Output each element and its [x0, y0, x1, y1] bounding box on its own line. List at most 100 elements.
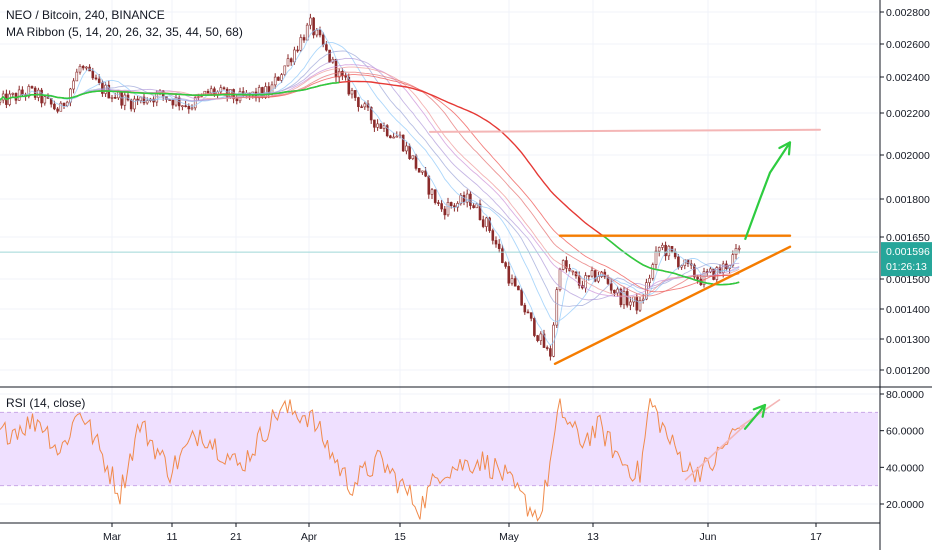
candle-body [206, 90, 210, 94]
candle-body [203, 90, 207, 96]
candle-body [577, 275, 581, 286]
candle-body [91, 70, 95, 79]
candle-body [453, 205, 456, 208]
rsi-arrow[interactable] [743, 403, 767, 430]
candle-body [651, 264, 655, 279]
candle-body [385, 125, 389, 137]
candle-body [219, 87, 223, 93]
rsi-tick-label: 20.0000 [886, 499, 924, 511]
candle-body [491, 230, 495, 241]
candle-body [392, 136, 395, 139]
price-badge-countdown: 01:26:13 [886, 261, 927, 273]
candle-body [389, 135, 392, 139]
candle-body [446, 202, 450, 216]
candle-body [299, 37, 303, 51]
rsi-band [0, 412, 878, 486]
rsi-legend[interactable]: RSI (14, close) [6, 396, 86, 410]
candle-body [635, 296, 639, 311]
candle-body [43, 96, 47, 104]
candle-body [430, 189, 434, 195]
time-tick-label: Apr [301, 531, 318, 543]
candle-body [8, 93, 11, 105]
candle-body [433, 189, 437, 203]
candle-body [734, 248, 738, 255]
candle-body [97, 78, 101, 83]
price-tick-label: 0.001650 [886, 232, 930, 244]
candle-body [533, 318, 536, 336]
candle-body [593, 270, 597, 282]
price-tick-label: 0.002400 [886, 72, 930, 84]
candle-body [622, 291, 626, 306]
time-tick-label: Mar [103, 531, 122, 543]
annotation-layer[interactable] [0, 128, 878, 365]
candle-body [702, 271, 706, 286]
projection-path[interactable] [743, 172, 772, 241]
candle-body [193, 97, 197, 109]
candle-body [21, 89, 24, 95]
candle-body [315, 29, 319, 36]
price-tick-label: 0.001200 [886, 365, 930, 377]
candle-body [347, 76, 351, 95]
candle-body [590, 270, 594, 277]
candle-body [187, 105, 191, 110]
ma-ribbon-legend[interactable]: MA Ribbon (5, 14, 20, 26, 32, 35, 44, 50… [6, 25, 243, 39]
candle-body [641, 298, 645, 301]
candle-body [462, 195, 466, 203]
candle-body [353, 90, 357, 98]
price-tick-label: 0.001400 [886, 304, 930, 316]
target-line[interactable] [429, 128, 821, 133]
candle-body [504, 262, 507, 267]
price-badge[interactable] [881, 242, 932, 277]
candle-body [123, 94, 127, 106]
ma-ribbon-line-5 [0, 28, 740, 347]
candle-body [501, 248, 504, 263]
candle-body [120, 91, 123, 106]
candle-body [81, 66, 85, 69]
candle-body [75, 71, 79, 82]
rsi-tick-label: 60.0000 [886, 426, 924, 438]
candle-body [443, 208, 447, 216]
projection-arrow[interactable] [768, 141, 792, 174]
candle-body [667, 245, 671, 257]
candle-body [171, 99, 175, 106]
candle-body [488, 217, 491, 231]
candle-body [30, 86, 34, 89]
candle-body [373, 119, 376, 128]
price-tick-label: 0.002000 [886, 150, 930, 162]
rsi-support-line[interactable] [684, 424, 746, 481]
candle-body [283, 65, 287, 75]
candle-body [325, 44, 328, 51]
price-tick-label: 0.002600 [886, 39, 930, 51]
rsi-pink-line[interactable] [739, 398, 781, 428]
candle-body [696, 276, 699, 280]
ma-ribbon-green-segment-1 [0, 81, 340, 101]
candle-body [565, 260, 568, 269]
candle-body [238, 91, 242, 102]
candle-body [613, 289, 616, 294]
rsi-line [0, 398, 741, 522]
price-tick-label: 0.002200 [886, 108, 930, 120]
candle-body [126, 94, 130, 101]
candle-body [485, 217, 488, 227]
symbol-legend[interactable]: NEO / Bitcoin, 240, BINANCE [6, 8, 165, 22]
candle-body [53, 103, 56, 110]
candle-body [27, 86, 31, 97]
candle-body [369, 107, 373, 121]
rsi-arrow-head[interactable] [752, 403, 767, 418]
candle-body [481, 219, 485, 227]
support-trendline[interactable] [553, 245, 792, 365]
candle-body [609, 283, 613, 291]
candle-body [629, 301, 632, 306]
candle-body [181, 105, 184, 108]
projection-arrow-head[interactable] [778, 141, 792, 156]
candle-body [555, 289, 559, 326]
candle-body [334, 58, 338, 78]
time-tick-label: 13 [587, 531, 599, 543]
candle-body [421, 170, 424, 173]
candle-body [350, 90, 354, 95]
candle-body [638, 300, 642, 311]
candle-body [305, 24, 309, 41]
